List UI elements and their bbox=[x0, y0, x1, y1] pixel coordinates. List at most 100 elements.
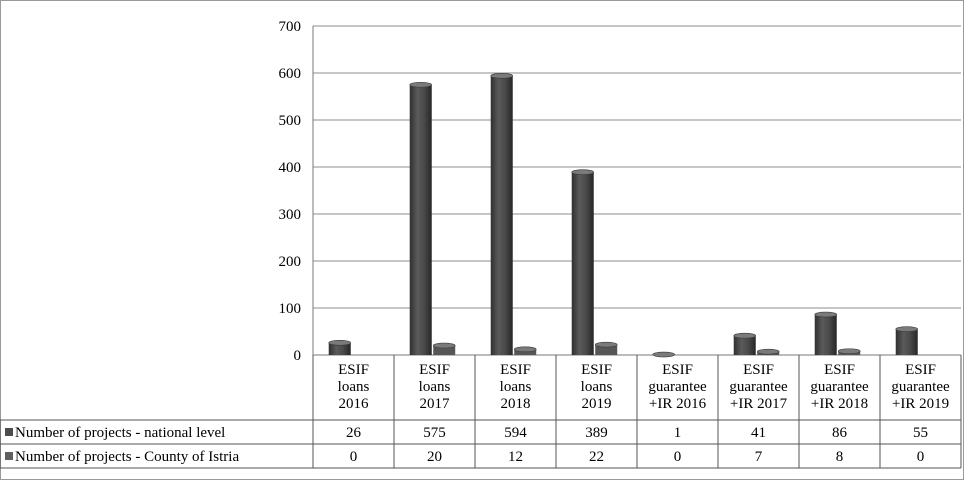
bar-istria bbox=[513, 346, 537, 355]
data-table-cell: 0 bbox=[350, 449, 358, 465]
bar-body bbox=[514, 349, 537, 355]
x-category-label: ESIF loans 2019 bbox=[581, 362, 613, 412]
x-category-label: ESIF loans 2016 bbox=[338, 362, 370, 412]
x-category-label-line: ESIF bbox=[581, 362, 612, 378]
bar-top bbox=[895, 326, 919, 332]
bar-national bbox=[409, 81, 433, 355]
bar-top bbox=[328, 339, 352, 346]
data-table-cell: 7 bbox=[755, 449, 763, 465]
bar-top bbox=[513, 346, 537, 353]
data-table-cell: 0 bbox=[674, 449, 682, 465]
data-table-cell: 20 bbox=[427, 449, 442, 465]
bar-body bbox=[409, 84, 432, 355]
x-category-label-line: guarantee bbox=[729, 379, 788, 395]
x-category-label-line: ESIF bbox=[500, 362, 531, 378]
x-category-label: ESIF loans 2018 bbox=[500, 362, 532, 412]
x-category-label-line: loans bbox=[581, 379, 613, 395]
bar-top bbox=[409, 81, 433, 88]
bar-top bbox=[432, 342, 456, 349]
y-tick-label: 0 bbox=[294, 348, 302, 364]
x-category-label-line: guarantee bbox=[891, 379, 950, 395]
bar-body bbox=[814, 314, 837, 355]
bar-top bbox=[814, 311, 838, 318]
x-category-label-line: +IR 2018 bbox=[811, 396, 868, 412]
x-category-label-line: ESIF bbox=[338, 362, 369, 378]
bar-national bbox=[652, 351, 676, 358]
data-table-cell: 26 bbox=[346, 425, 362, 441]
x-category-label: ESIF guarantee +IR 2017 bbox=[729, 362, 788, 412]
x-category-label-line: 2016 bbox=[339, 396, 370, 412]
bar-body bbox=[433, 345, 456, 355]
y-tick-label: 200 bbox=[279, 254, 302, 270]
bar-national bbox=[814, 311, 838, 355]
x-category-label-line: loans bbox=[419, 379, 451, 395]
x-category-label-line: 2017 bbox=[420, 396, 451, 412]
data-table-cell: 22 bbox=[589, 449, 604, 465]
data-table-cell: 0 bbox=[917, 449, 925, 465]
x-category-label: ESIF guarantee +IR 2019 bbox=[891, 362, 950, 412]
bar-top bbox=[594, 341, 618, 348]
x-category-label-line: loans bbox=[338, 379, 370, 395]
y-tick-label: 300 bbox=[279, 207, 302, 223]
bars bbox=[328, 73, 919, 358]
y-tick-label: 600 bbox=[279, 66, 302, 82]
y-tick-label: 500 bbox=[279, 113, 302, 129]
bar-top bbox=[837, 348, 861, 355]
data-table-cell: 575 bbox=[423, 425, 446, 441]
x-category-label-line: +IR 2016 bbox=[649, 396, 707, 412]
bar-top bbox=[571, 169, 595, 175]
bar-national bbox=[490, 73, 514, 355]
x-category-label: ESIF guarantee +IR 2016 bbox=[648, 362, 707, 412]
bar-national bbox=[328, 339, 352, 355]
data-table-cell: 86 bbox=[832, 425, 848, 441]
legend-label: Number of projects - County of Istria bbox=[15, 449, 239, 465]
legend-key-istria bbox=[5, 452, 13, 460]
y-tick-labels: 0 100 200 300 400 500 600 700 bbox=[279, 19, 302, 364]
data-table-cell: 8 bbox=[836, 449, 844, 465]
bar-body bbox=[328, 342, 351, 355]
bar-body bbox=[571, 172, 594, 355]
x-category-label-line: 2018 bbox=[501, 396, 531, 412]
bar-top bbox=[490, 73, 514, 79]
bar-body bbox=[490, 75, 513, 355]
y-tick-label: 700 bbox=[279, 19, 302, 35]
data-table-cell: 41 bbox=[751, 425, 766, 441]
bar-istria bbox=[432, 342, 456, 355]
bar-body bbox=[895, 329, 918, 355]
bar-istria bbox=[756, 348, 780, 355]
legend-label: Number of projects - national level bbox=[15, 425, 225, 441]
bar-national bbox=[895, 326, 919, 355]
x-category-label-line: guarantee bbox=[810, 379, 869, 395]
x-category-label-line: loans bbox=[500, 379, 532, 395]
x-category-label-line: guarantee bbox=[648, 379, 707, 395]
bar-istria bbox=[837, 348, 861, 355]
bar-body bbox=[733, 335, 756, 355]
y-tick-label: 100 bbox=[279, 301, 302, 317]
x-category-label-line: 2019 bbox=[582, 396, 612, 412]
bar-national bbox=[571, 169, 595, 355]
x-category-label-line: ESIF bbox=[662, 362, 693, 378]
x-category-label: ESIF loans 2017 bbox=[419, 362, 451, 412]
bar-top bbox=[652, 351, 676, 358]
data-table-cell: 594 bbox=[504, 425, 527, 441]
x-category-label-line: +IR 2017 bbox=[730, 396, 788, 412]
data-table-cell: 1 bbox=[674, 425, 682, 441]
bar-body bbox=[595, 344, 618, 355]
bar-top bbox=[733, 332, 757, 339]
x-category-label-line: +IR 2019 bbox=[892, 396, 949, 412]
bar-national bbox=[733, 332, 757, 355]
data-table-cell: 12 bbox=[508, 449, 523, 465]
legend-key-national bbox=[5, 428, 13, 436]
bar-top bbox=[756, 348, 780, 355]
x-category-label: ESIF guarantee +IR 2018 bbox=[810, 362, 869, 412]
data-table-cell: 389 bbox=[585, 425, 608, 441]
bar-istria bbox=[594, 341, 618, 355]
data-table-cell: 55 bbox=[913, 425, 928, 441]
x-category-label-line: ESIF bbox=[419, 362, 450, 378]
x-category-label-line: ESIF bbox=[743, 362, 774, 378]
x-category-label-line: ESIF bbox=[824, 362, 855, 378]
y-tick-label: 400 bbox=[279, 160, 302, 176]
x-category-label-line: ESIF bbox=[905, 362, 936, 378]
